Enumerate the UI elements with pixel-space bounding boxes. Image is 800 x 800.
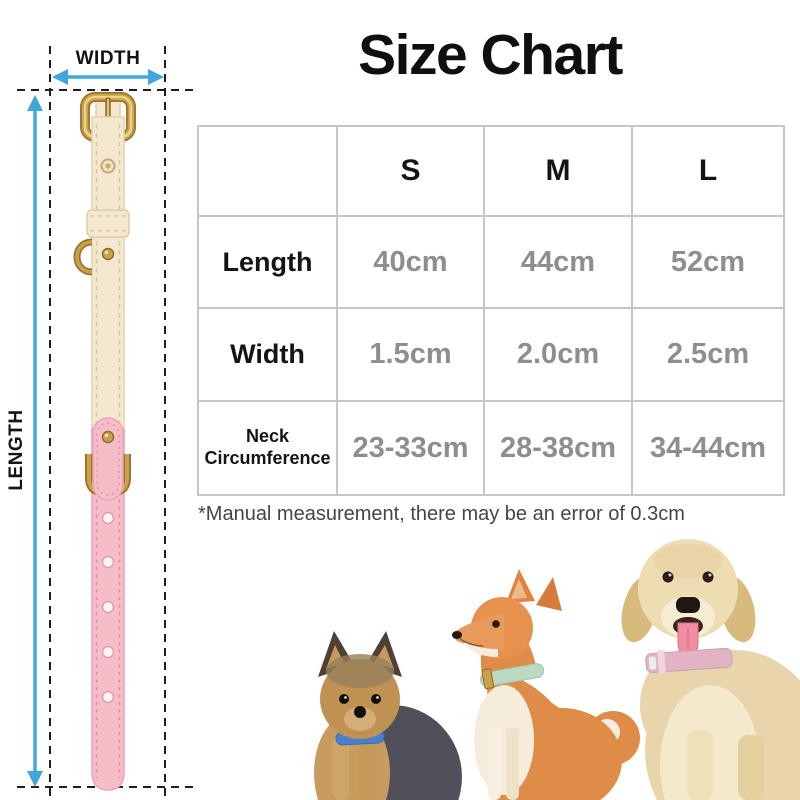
table-header-s: S [338,127,485,217]
length-m-value: 44cm [485,217,633,309]
collar-illustration [73,92,136,791]
width-label: WIDTH [75,48,141,69]
width-m-value: 2.0cm [485,309,633,402]
neck-m-value: 28-38cm [485,402,633,496]
collar-pink-strap [91,428,125,791]
collar-pink-patch [92,417,124,501]
collar-keeper [86,209,130,238]
shiba-nose [452,631,462,639]
size-table: S M L Length 40cm 44cm 52cm Width 1.5cm … [197,125,785,496]
dogs-photo [314,539,800,800]
row-label-width: Width [199,309,338,402]
dog-golden-retriever [621,539,800,800]
neck-s-value: 23-33cm [338,402,485,496]
length-arrow-icon [27,95,43,787]
width-l-value: 2.5cm [633,309,785,402]
width-s-value: 1.5cm [338,309,485,402]
row-label-length: Length [199,217,338,309]
collar-rivet [101,247,115,261]
shiba-collar-mint [479,663,545,690]
neck-l-value: 34-44cm [633,402,785,496]
measurement-note: *Manual measurement, there may be an err… [198,503,685,525]
collar-rivet [101,430,115,444]
row-label-neck-circumference: Neck Circumference [199,402,338,496]
page-title: Size Chart [358,23,623,87]
length-l-value: 52cm [633,217,785,309]
dog-shiba-inu [452,569,640,800]
width-arrow-icon [52,69,164,85]
table-header-m: M [485,127,633,217]
length-bound-top-dashline [17,89,197,91]
dog-yorkshire-terrier [314,631,462,800]
golden-collar-pink [645,647,733,674]
yorkie-nose [354,706,366,718]
table-header-l: L [633,127,785,217]
length-s-value: 40cm [338,217,485,309]
width-bound-right-dashline [164,46,166,796]
width-bound-left-dashline [49,46,51,796]
table-corner-cell [199,127,338,217]
collar-cream-strap [73,116,130,434]
golden-nose [676,597,700,613]
